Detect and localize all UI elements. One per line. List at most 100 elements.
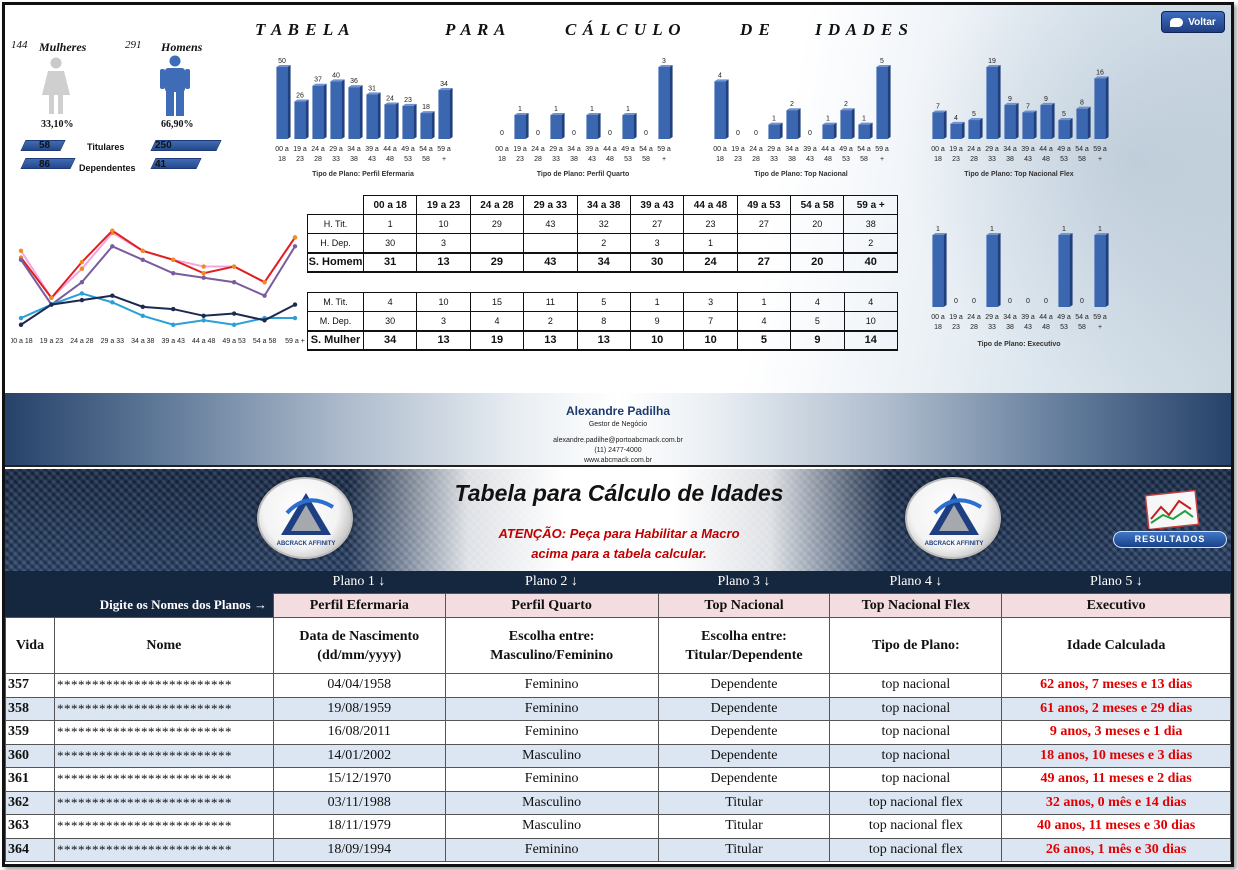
summary-row-label: S. Homem: [307, 251, 364, 273]
birthdate-cell[interactable]: 15/12/1970: [272, 767, 446, 792]
chart-caption: Tipo de Plano: Perfil Efermaria: [312, 171, 414, 178]
name-cell[interactable]: *************************: [53, 790, 274, 815]
line-point: [262, 280, 267, 285]
col-sexo-line: Escolha entre:: [508, 628, 595, 644]
holder-type-cell[interactable]: Dependente: [657, 720, 831, 745]
name-cell[interactable]: *************************: [53, 743, 274, 768]
holder-type-cell[interactable]: Titular: [657, 814, 831, 839]
col-nasc-line: Data de Nascimento: [299, 628, 420, 644]
plan-type-cell[interactable]: top nacional: [829, 673, 1003, 698]
gender-cell[interactable]: Feminino: [444, 673, 659, 698]
birthdate-cell[interactable]: 19/08/1959: [272, 696, 446, 721]
gender-cell[interactable]: Feminino: [444, 720, 659, 745]
name-cell[interactable]: *************************: [53, 767, 274, 792]
summary-row-label: M. Dep.: [307, 311, 364, 331]
plan-label: Plano 4 ↓: [889, 574, 943, 589]
bar-tick-label: 33: [988, 324, 996, 331]
summary-cell: 5: [790, 311, 845, 331]
vida-cell: 357: [5, 673, 55, 698]
birthdate-cell[interactable]: 18/09/1994: [272, 837, 446, 862]
bar: [276, 65, 291, 139]
line-tick-label: 49 a 53: [222, 338, 245, 345]
name-cell[interactable]: *************************: [53, 837, 274, 862]
bar-value-label: 0: [972, 298, 976, 305]
bar: [950, 121, 965, 139]
plan-name-cell[interactable]: Top Nacional Flex: [829, 593, 1003, 618]
bar-tick-label: 49 a: [1057, 314, 1071, 321]
bar-tick-label: 49 a: [401, 146, 415, 153]
voltar-button[interactable]: Voltar: [1161, 11, 1225, 33]
bar-tick-label: 43: [806, 156, 814, 163]
plan-type-cell[interactable]: top nacional: [829, 696, 1003, 721]
plan-name-cell[interactable]: Executivo: [1001, 593, 1231, 618]
age-header-cell: 34 a 38: [576, 195, 631, 215]
line-point: [18, 315, 24, 321]
line-point: [110, 244, 115, 249]
bar: [1076, 106, 1091, 139]
holder-type-cell[interactable]: Dependente: [657, 767, 831, 792]
titulares-label: Titulares: [87, 142, 125, 152]
chart-caption: Tipo de Plano: Top Nacional: [754, 171, 848, 178]
birthdate-cell[interactable]: 04/04/1958: [272, 673, 446, 698]
gender-cell[interactable]: Masculino: [444, 743, 659, 768]
name-cell[interactable]: *************************: [53, 720, 274, 745]
bar: [514, 113, 529, 139]
summary-row: S. Mulher 34 13 19 13 13 10 10 5 9 14: [307, 329, 899, 351]
name-cell[interactable]: *************************: [53, 814, 274, 839]
line-point: [79, 291, 85, 296]
plan-name-cell[interactable]: Perfil Quarto: [444, 593, 659, 618]
signature-site[interactable]: www.abcmack.com.br: [583, 457, 653, 464]
summary-cell: 27: [736, 214, 792, 234]
gender-cell[interactable]: Masculino: [444, 790, 659, 815]
plan-name-cell[interactable]: Top Nacional: [657, 593, 831, 618]
holder-type-cell[interactable]: Dependente: [657, 743, 831, 768]
col-nascimento: Data de Nascimento (dd/mm/yyyy): [272, 617, 446, 674]
plan-name-cell[interactable]: Perfil Efermaria: [272, 593, 446, 618]
bar: [1058, 118, 1073, 139]
holder-type-cell[interactable]: Dependente: [657, 696, 831, 721]
signature-email[interactable]: alexandre.padilhe@portoabcmack.com.br: [553, 437, 683, 444]
table-row: 358 ************************* 19/08/1959 Fe…: [5, 696, 1231, 721]
birthdate-cell[interactable]: 18/11/1979: [272, 814, 446, 839]
bar-value-label: 0: [808, 130, 812, 137]
title-word: D E: [740, 20, 771, 39]
bar-value-label: 16: [1096, 69, 1104, 76]
summary-cell: 2: [843, 233, 898, 253]
summary-cell: 1: [736, 292, 792, 312]
birthdate-cell[interactable]: 14/01/2002: [272, 743, 446, 768]
plan-type-cell[interactable]: top nacional flex: [829, 790, 1003, 815]
bar-value-label: 1: [554, 106, 558, 113]
plan-type-cell[interactable]: top nacional flex: [829, 814, 1003, 839]
gender-cell[interactable]: Masculino: [444, 814, 659, 839]
name-cell[interactable]: *************************: [53, 673, 274, 698]
resultados-button[interactable]: RESULTADOS: [1113, 531, 1227, 548]
line-point: [201, 313, 206, 318]
gender-cell[interactable]: Feminino: [444, 696, 659, 721]
bar-tick-label: 24 a: [749, 146, 763, 153]
age-header-cell: 54 a 58: [790, 195, 845, 215]
bar-tick-label: 18: [498, 156, 506, 163]
name-cell[interactable]: *************************: [53, 696, 274, 721]
results-chart-icon[interactable]: [1141, 489, 1203, 529]
gender-cell[interactable]: Feminino: [444, 767, 659, 792]
bar-tick-label: 24 a: [531, 146, 545, 153]
bar-tick-label: 29 a: [985, 314, 999, 321]
holder-type-cell[interactable]: Titular: [657, 837, 831, 862]
plan-type-cell[interactable]: top nacional: [829, 720, 1003, 745]
gender-cell[interactable]: Feminino: [444, 837, 659, 862]
line-series: [20, 231, 296, 300]
bar: [786, 108, 801, 139]
plan-type-cell[interactable]: top nacional: [829, 767, 1003, 792]
bar-tick-label: 19 a: [949, 146, 963, 153]
bar-value-label: 9: [1008, 96, 1012, 103]
bar-tick-label: 44 a: [1039, 314, 1053, 321]
bar-value-label: 7: [1026, 103, 1030, 110]
birthdate-cell[interactable]: 16/08/2011: [272, 720, 446, 745]
plan-type-cell[interactable]: top nacional: [829, 743, 1003, 768]
bar: [550, 113, 565, 139]
men-dependentes: 41: [155, 159, 167, 170]
plan-type-cell[interactable]: top nacional flex: [829, 837, 1003, 862]
holder-type-cell[interactable]: Titular: [657, 790, 831, 815]
holder-type-cell[interactable]: Dependente: [657, 673, 831, 698]
birthdate-cell[interactable]: 03/11/1988: [272, 790, 446, 815]
